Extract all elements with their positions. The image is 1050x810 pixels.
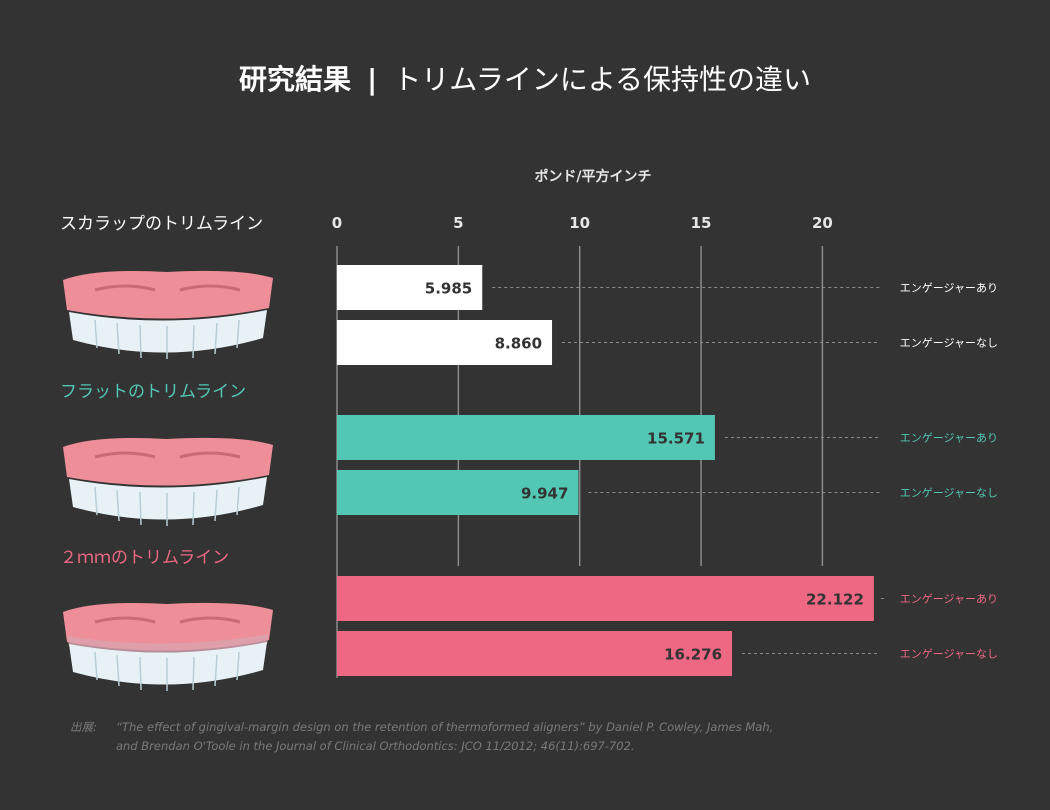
- 2mm-aligner-image: [63, 602, 273, 691]
- bar-category-label: エンゲージャーあり: [900, 593, 998, 606]
- bar-category-label: エンゲージャーなし: [900, 487, 998, 500]
- group-label-scallop: スカラップのトリムライン: [60, 214, 264, 234]
- bar-value-label: 9.947: [521, 485, 568, 503]
- scallop-aligner-image: [63, 270, 273, 359]
- bar-0-0: [337, 265, 483, 310]
- bar-category-label: エンゲージャーなし: [900, 337, 998, 350]
- bar-value-label: 8.860: [495, 335, 542, 353]
- bar-value-label: 15.571: [647, 430, 705, 448]
- bar-category-label: エンゲージャーあり: [900, 432, 998, 445]
- bar-1-1: [337, 470, 579, 515]
- tick-label-10: 10: [569, 214, 590, 232]
- x-axis-label: ポンド/平方インチ: [534, 168, 651, 185]
- bar-chart: ポンド/平方インチ 0 5 10 15 20 5.985 エンゲージャーあり 8.860 エン…: [332, 168, 998, 678]
- bar-0-1: [337, 320, 553, 365]
- tick-label-20: 20: [812, 214, 833, 232]
- title-light: トリムラインによる保持性の違い: [393, 63, 811, 96]
- tick-label-5: 5: [453, 214, 463, 232]
- bar-2-0: [337, 576, 874, 621]
- flat-aligner-image: [63, 437, 273, 526]
- source-line-2: and Brendan O'Toole in the Journal of Cl…: [116, 739, 635, 753]
- title-separator: |: [367, 63, 378, 96]
- bar-category-label: エンゲージャーあり: [900, 282, 998, 295]
- bar-value-label: 16.276: [664, 646, 722, 664]
- bar-value-label: 5.985: [425, 280, 472, 298]
- bar-2-1: [337, 631, 733, 676]
- source-citation: 出展: “The effect of gingival-margin design…: [70, 718, 930, 756]
- bar-category-label: エンゲージャーなし: [900, 648, 998, 661]
- tick-label-0: 0: [332, 214, 342, 232]
- tick-label-15: 15: [691, 214, 712, 232]
- title-bold: 研究結果: [238, 63, 351, 96]
- page-title: 研究結果 | トリムラインによる保持性の違い: [0, 58, 1050, 98]
- bar-1-0: [337, 415, 715, 460]
- group-label-flat: フラットのトリムライン: [60, 382, 247, 402]
- bar-value-label: 22.122: [806, 591, 864, 609]
- source-label: 出展:: [70, 720, 97, 734]
- source-line-1: “The effect of gingival-margin design on…: [116, 720, 774, 734]
- group-label-2mm: ２ｍｍのトリムライン: [60, 548, 230, 568]
